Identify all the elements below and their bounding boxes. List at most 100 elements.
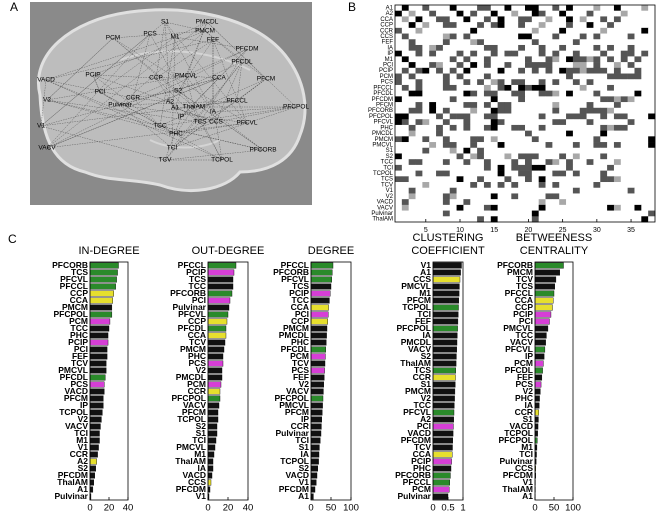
matrix-cell [531, 16, 539, 23]
matrix-cell [504, 142, 512, 149]
matrix-cell [620, 216, 628, 223]
matrix-cell [483, 62, 492, 69]
matrix-cell [552, 193, 560, 200]
network-edge [149, 33, 223, 161]
matrix-cell [579, 27, 587, 34]
matrix-cell [477, 102, 485, 109]
matrix-cell [518, 199, 526, 206]
matrix-cell [477, 187, 485, 194]
network-edge [40, 100, 238, 127]
matrix-cell [504, 193, 512, 200]
matrix-cell [395, 39, 403, 46]
category-label: PCS [292, 365, 310, 375]
category-label: CCR [515, 407, 533, 417]
matrix-cell [436, 84, 444, 91]
category-label: PFCPOL [499, 435, 533, 445]
matrix-cell [483, 67, 492, 74]
matrix-cell [559, 124, 567, 131]
matrix-cell [634, 62, 642, 69]
matrix-cell [511, 84, 519, 91]
matrix-cell [422, 33, 430, 40]
category-label: PHC [188, 351, 206, 361]
matrix-cell [511, 33, 519, 40]
network-edge [119, 104, 173, 149]
matrix-cell [538, 79, 546, 86]
matrix-cell [579, 62, 587, 69]
matrix-cell [634, 182, 642, 189]
bar [89, 444, 99, 451]
network-edge [155, 39, 214, 79]
matrix-cell [408, 10, 416, 17]
matrix-cell [593, 136, 601, 143]
matrix-cell [538, 210, 546, 217]
category-label: PMCDL [279, 330, 309, 340]
category-label: PCM [290, 351, 309, 361]
matrix-cell [456, 90, 464, 97]
matrix-cell [401, 62, 409, 69]
matrix-cell [401, 79, 409, 86]
network-edge [169, 101, 182, 118]
matrix-cell [593, 193, 601, 200]
matrix-cell [620, 50, 628, 57]
matrix-cell [490, 136, 498, 143]
bar [89, 269, 118, 276]
matrix-cell [518, 84, 526, 91]
bar [310, 381, 325, 388]
matrix-cell [442, 130, 451, 137]
network-edge [177, 90, 264, 151]
matrix-cell [477, 33, 485, 40]
bar [310, 346, 327, 353]
bar [432, 451, 453, 458]
network-edge [175, 122, 248, 135]
matrix-cell [613, 159, 622, 166]
matrix-cell [511, 39, 519, 46]
matrix-cell [436, 119, 444, 126]
matrix-cell [600, 39, 608, 46]
matrix-cell [463, 67, 471, 74]
matrix-cell [593, 90, 601, 97]
matrix-cell [415, 5, 423, 12]
matrix-cell [408, 210, 416, 217]
matrix-cell [429, 102, 437, 109]
matrix-cell [627, 16, 635, 23]
category-label: S2 [299, 463, 310, 473]
matrix-cell [449, 56, 457, 63]
x-tick-label: 40 [123, 503, 134, 514]
matrix-cell [408, 136, 416, 143]
matrix-cell [572, 96, 581, 103]
matrix-cell [463, 107, 471, 114]
matrix-cell [511, 187, 519, 194]
category-label: PFCCL [281, 260, 309, 270]
matrix-cell [600, 10, 608, 17]
category-label: TCI [295, 435, 309, 445]
matrix-cell [627, 153, 635, 160]
matrix-cell [566, 22, 574, 29]
category-label: A2 [77, 456, 88, 466]
matrix-cell [586, 147, 594, 154]
matrix-cell [607, 50, 615, 57]
matrix-cell [490, 44, 498, 51]
matrix-cell [477, 216, 485, 223]
matrix-cell [538, 124, 546, 131]
y-tick-label: PCM [380, 74, 393, 80]
matrix-cell [579, 153, 587, 160]
matrix-cell [518, 176, 526, 183]
matrix-cell [600, 176, 608, 183]
matrix-cell [463, 56, 471, 63]
matrix-cell [593, 182, 601, 189]
matrix-cell [531, 199, 539, 206]
matrix-cell [395, 204, 403, 211]
matrix-cell [545, 164, 553, 171]
matrix-cell [415, 22, 423, 29]
category-label: Pulvinar [397, 491, 431, 501]
category-label: VACD [65, 386, 88, 396]
matrix-cell [422, 73, 430, 80]
matrix-cell [518, 159, 526, 166]
matrix-cell [483, 56, 492, 63]
matrix-cell [572, 113, 581, 120]
matrix-cell [449, 16, 457, 23]
bar [310, 388, 324, 395]
network-edge [206, 21, 267, 80]
matrix-cell [477, 210, 485, 217]
matrix-cell [436, 216, 444, 223]
